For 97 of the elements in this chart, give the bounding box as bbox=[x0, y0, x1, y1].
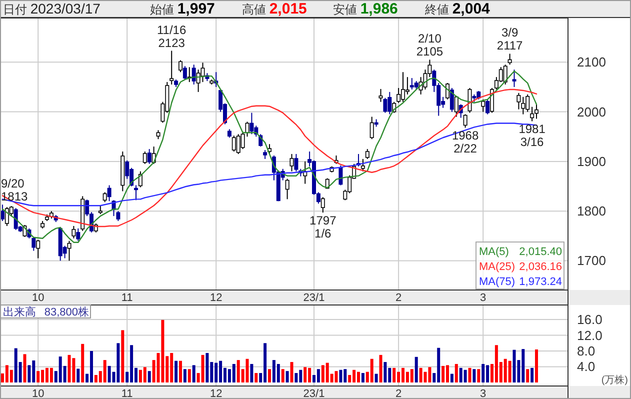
note: 1981 3/16 bbox=[518, 122, 546, 150]
annotation: 2,036.16 bbox=[519, 261, 562, 273]
bar bbox=[442, 366, 445, 382]
bar bbox=[232, 364, 236, 382]
x-tick-label: 3 bbox=[480, 292, 486, 304]
bar bbox=[72, 358, 76, 382]
bar bbox=[254, 373, 258, 382]
annotation: 1,973.24 bbox=[519, 276, 562, 288]
x-tick-label: 10 bbox=[32, 388, 44, 399]
note: 11/16 2123 bbox=[157, 22, 186, 50]
note: 1968 2/22 bbox=[452, 128, 479, 156]
y-tick-label: 16.0 bbox=[577, 312, 602, 328]
text: 日付 2023/03/17 bbox=[3, 0, 101, 16]
bar bbox=[286, 371, 289, 382]
chart-title: 出来高 bbox=[3, 306, 36, 318]
bar bbox=[334, 371, 338, 382]
bar bbox=[116, 343, 120, 382]
bar bbox=[161, 320, 164, 382]
bar bbox=[174, 360, 178, 382]
bar bbox=[370, 358, 374, 382]
bar bbox=[121, 330, 124, 382]
bar bbox=[192, 365, 196, 382]
y-tick-label: 1900 bbox=[577, 154, 606, 169]
bar bbox=[535, 349, 538, 382]
bar bbox=[374, 374, 378, 382]
text: 終値 2,004 bbox=[424, 0, 491, 18]
note: 2/10 2105 bbox=[416, 32, 444, 59]
bar bbox=[81, 344, 84, 382]
x-tick-label: 2 bbox=[395, 292, 402, 304]
bar bbox=[339, 370, 342, 382]
bar bbox=[201, 354, 204, 382]
x-tick-label: 12 bbox=[210, 292, 222, 304]
bar bbox=[36, 371, 40, 382]
bar bbox=[477, 369, 480, 382]
y-tick-label: 2000 bbox=[577, 104, 606, 120]
bar bbox=[482, 364, 485, 382]
bar bbox=[250, 364, 254, 382]
bar bbox=[410, 369, 414, 382]
annotation: 2,015.40 bbox=[519, 246, 562, 258]
bar bbox=[183, 369, 186, 382]
volume-title: 出来高 83,800株 bbox=[0, 304, 91, 318]
bar bbox=[246, 358, 249, 382]
bar bbox=[290, 362, 294, 382]
bar bbox=[316, 369, 320, 382]
bar bbox=[304, 367, 307, 382]
bar bbox=[68, 354, 71, 382]
bar bbox=[268, 369, 271, 382]
x-tick-label: 3 bbox=[480, 388, 486, 399]
y-tick-label: 1700 bbox=[577, 253, 606, 268]
bar bbox=[23, 354, 26, 382]
note: 9/20 1813 bbox=[1, 176, 28, 204]
bar bbox=[188, 369, 191, 382]
bar bbox=[508, 360, 512, 382]
note: 1797 1/6 bbox=[310, 214, 336, 241]
text: 高値 2,015 bbox=[242, 0, 307, 18]
bar bbox=[276, 364, 280, 382]
bar bbox=[379, 354, 382, 382]
bar bbox=[454, 364, 458, 382]
x-tick-label: 23/1 bbox=[303, 388, 325, 399]
bar bbox=[384, 362, 387, 382]
text: 安値 1,986 bbox=[333, 0, 398, 18]
x-tick-label: 11 bbox=[121, 388, 133, 399]
y-tick-label: 12.0 bbox=[577, 328, 602, 343]
y-tick-label: 4.0 bbox=[577, 359, 596, 374]
bar bbox=[361, 373, 364, 382]
bar bbox=[464, 370, 467, 382]
note: 3/9 2117 bbox=[496, 26, 523, 53]
bar bbox=[179, 360, 182, 382]
x-tick-label: 23/1 bbox=[303, 292, 325, 304]
text: 始値 1,997 bbox=[150, 0, 215, 18]
x-tick-label: 11 bbox=[121, 292, 133, 304]
bar bbox=[294, 373, 298, 382]
bar bbox=[148, 371, 151, 382]
bar bbox=[526, 369, 530, 382]
annotation: 83,800株 bbox=[44, 306, 89, 318]
bar bbox=[206, 352, 209, 382]
bar bbox=[414, 356, 418, 382]
bar bbox=[530, 368, 534, 382]
bar bbox=[143, 367, 146, 382]
bar bbox=[281, 369, 284, 382]
legend: MA(5) 2,015.40 MA(25) 2,036.16 MA(75) 1,973.24 bbox=[476, 242, 564, 290]
bar bbox=[76, 368, 80, 382]
bar bbox=[512, 350, 516, 382]
bar bbox=[428, 367, 432, 382]
bar bbox=[450, 374, 454, 382]
x-tick-label: 10 bbox=[32, 292, 44, 304]
bar bbox=[103, 360, 106, 382]
bar bbox=[50, 368, 53, 382]
y-tick-label: 1800 bbox=[577, 204, 606, 219]
y-axis-title: (万株) bbox=[601, 374, 628, 386]
y-tick-label: 2100 bbox=[577, 54, 606, 70]
x-tick-label: 12 bbox=[210, 388, 222, 399]
bar bbox=[472, 369, 476, 382]
bar bbox=[392, 368, 396, 382]
y-tick-label: 8.0 bbox=[577, 344, 596, 359]
x-tick-label: 2 bbox=[395, 388, 402, 399]
bar bbox=[468, 368, 472, 382]
